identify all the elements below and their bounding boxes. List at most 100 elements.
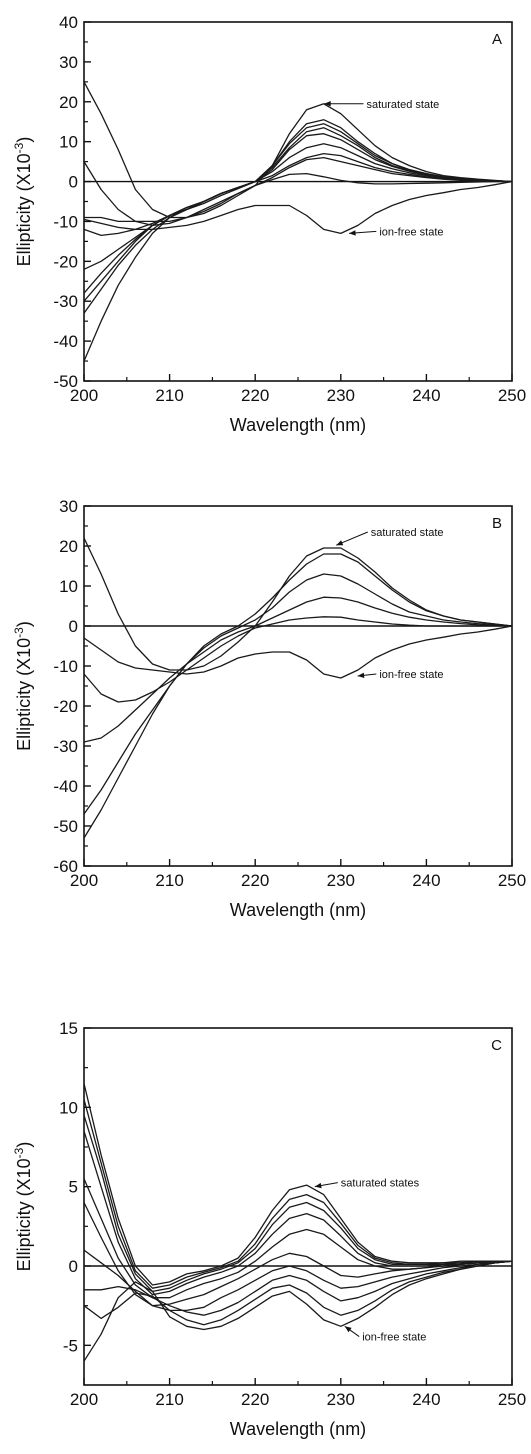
annotation-label: saturated state bbox=[366, 99, 439, 111]
spectrum-line bbox=[84, 172, 512, 223]
annotation-label: ion-free state bbox=[379, 226, 443, 238]
x-tick-label: 220 bbox=[241, 871, 269, 890]
y-tick-label: 10 bbox=[59, 1098, 78, 1117]
y-tick-label: 0 bbox=[69, 1257, 78, 1276]
y-tick-label: -60 bbox=[53, 857, 78, 876]
y-tick-label: -40 bbox=[53, 777, 78, 796]
y-tick-label: -30 bbox=[53, 737, 78, 756]
spectrum-line bbox=[83, 152, 513, 237]
y-tick-label: 30 bbox=[59, 53, 78, 72]
y-tick-label: 40 bbox=[59, 13, 78, 32]
spectrum-line bbox=[83, 616, 512, 703]
spectrum-line bbox=[83, 625, 513, 679]
y-tick-label: 20 bbox=[59, 93, 78, 112]
x-axis-title: Wavelength (nm) bbox=[230, 900, 366, 920]
spectrum-line bbox=[83, 596, 513, 743]
y-axis-title-close: ) bbox=[14, 137, 34, 143]
chart-panel-b: 200 210 220 230 240 250 -60 -50 -40 -30 -20 -10 0 10 2… bbox=[12, 497, 526, 920]
y-axis-title-base: Ellipticity (X10 bbox=[14, 638, 34, 751]
y-tick-label: 0 bbox=[69, 617, 78, 636]
spectrum-line bbox=[83, 1260, 513, 1362]
y-axis-title-base: Ellipticity (X10 bbox=[14, 153, 34, 266]
x-tick-label: 240 bbox=[412, 871, 440, 890]
spectrum-line bbox=[83, 553, 513, 839]
annotation-arrowhead bbox=[336, 540, 344, 546]
y-axis-title-exponent: -3 bbox=[12, 627, 26, 638]
y-axis-title: Ellipticity (X10-3) bbox=[12, 1142, 34, 1272]
x-tick-label: 220 bbox=[241, 386, 269, 405]
y-tick-label: 10 bbox=[59, 133, 78, 152]
x-tick-label: 230 bbox=[327, 386, 355, 405]
x-tick-label: 240 bbox=[412, 386, 440, 405]
y-tick-label: 10 bbox=[59, 577, 78, 596]
plot-frame bbox=[83, 505, 513, 867]
annotation-label: ion-free state bbox=[362, 1332, 426, 1344]
x-tick-label: 240 bbox=[412, 1390, 440, 1409]
y-tick-label: -20 bbox=[53, 697, 78, 716]
spectrum-line bbox=[84, 1260, 513, 1316]
x-tick-label: 220 bbox=[241, 1390, 269, 1409]
spectrum-line bbox=[83, 1099, 512, 1289]
spectrum-line bbox=[83, 133, 513, 294]
y-tick-label: 30 bbox=[59, 497, 78, 516]
y-tick-label: 20 bbox=[59, 537, 78, 556]
y-tick-label: -10 bbox=[53, 657, 78, 676]
y-tick-label: -20 bbox=[53, 252, 78, 271]
annotation-arrowhead bbox=[357, 672, 365, 679]
x-tick-label: 250 bbox=[498, 871, 526, 890]
x-tick-label: 210 bbox=[155, 1390, 183, 1409]
y-tick-label: -50 bbox=[53, 817, 78, 836]
spectrum-line bbox=[83, 1202, 513, 1307]
annotation-label: saturated states bbox=[341, 1178, 420, 1190]
plot-frame bbox=[83, 21, 513, 382]
y-tick-label: 15 bbox=[59, 1019, 78, 1038]
y-tick-label: 5 bbox=[69, 1178, 78, 1197]
spectrum-line bbox=[83, 180, 513, 235]
plot-frame bbox=[83, 1027, 513, 1386]
spectrum-line bbox=[83, 1260, 513, 1326]
annotation-label: ion-free state bbox=[379, 669, 443, 681]
x-tick-label: 210 bbox=[155, 871, 183, 890]
spectrum-line bbox=[83, 573, 513, 815]
x-tick-label: 210 bbox=[155, 386, 183, 405]
y-axis-title: Ellipticity (X10-3) bbox=[12, 137, 34, 267]
panel-label: C bbox=[491, 1037, 502, 1054]
x-tick-label: 230 bbox=[327, 871, 355, 890]
panel-label: A bbox=[492, 31, 502, 48]
y-axis-title: Ellipticity (X10-3) bbox=[12, 621, 34, 751]
spectrum-line bbox=[83, 119, 513, 362]
y-axis-title-base: Ellipticity (X10 bbox=[14, 1158, 34, 1271]
annotation-arrowhead bbox=[349, 230, 356, 236]
y-axis-title-close: ) bbox=[14, 621, 34, 627]
annotation-arrowhead bbox=[344, 1326, 352, 1333]
panel-label: B bbox=[492, 515, 502, 532]
y-tick-label: -10 bbox=[53, 212, 78, 231]
spectrum-line bbox=[83, 143, 513, 270]
x-tick-label: 200 bbox=[70, 1390, 98, 1409]
spectrum-line bbox=[83, 1130, 512, 1296]
spectrum-line bbox=[83, 81, 513, 219]
y-axis-title-exponent: -3 bbox=[12, 142, 26, 153]
spectrum-line bbox=[83, 537, 513, 671]
y-tick-label: -50 bbox=[53, 372, 78, 391]
y-tick-label: 0 bbox=[69, 173, 78, 192]
annotation-label: saturated state bbox=[371, 527, 444, 539]
y-axis-title-exponent: -3 bbox=[12, 1147, 26, 1158]
x-tick-label: 250 bbox=[498, 386, 526, 405]
spectrum-line bbox=[83, 1249, 513, 1312]
x-axis-title: Wavelength (nm) bbox=[230, 1419, 366, 1439]
y-tick-label: -5 bbox=[63, 1336, 78, 1355]
chart-panel-a: 200 210 220 230 240 250 -50 -40 -30 -20 -10 0 10 20 30… bbox=[12, 13, 526, 435]
spectrum-line bbox=[83, 127, 513, 302]
y-tick-label: -30 bbox=[53, 292, 78, 311]
y-axis-title-close: ) bbox=[14, 1142, 34, 1148]
annotation-arrowhead bbox=[324, 101, 331, 107]
x-axis-title: Wavelength (nm) bbox=[230, 415, 366, 435]
spectrum-line bbox=[83, 156, 513, 227]
x-tick-label: 200 bbox=[70, 871, 98, 890]
x-tick-label: 250 bbox=[498, 1390, 526, 1409]
annotation-arrowhead bbox=[314, 1182, 322, 1189]
y-tick-label: -40 bbox=[53, 332, 78, 351]
